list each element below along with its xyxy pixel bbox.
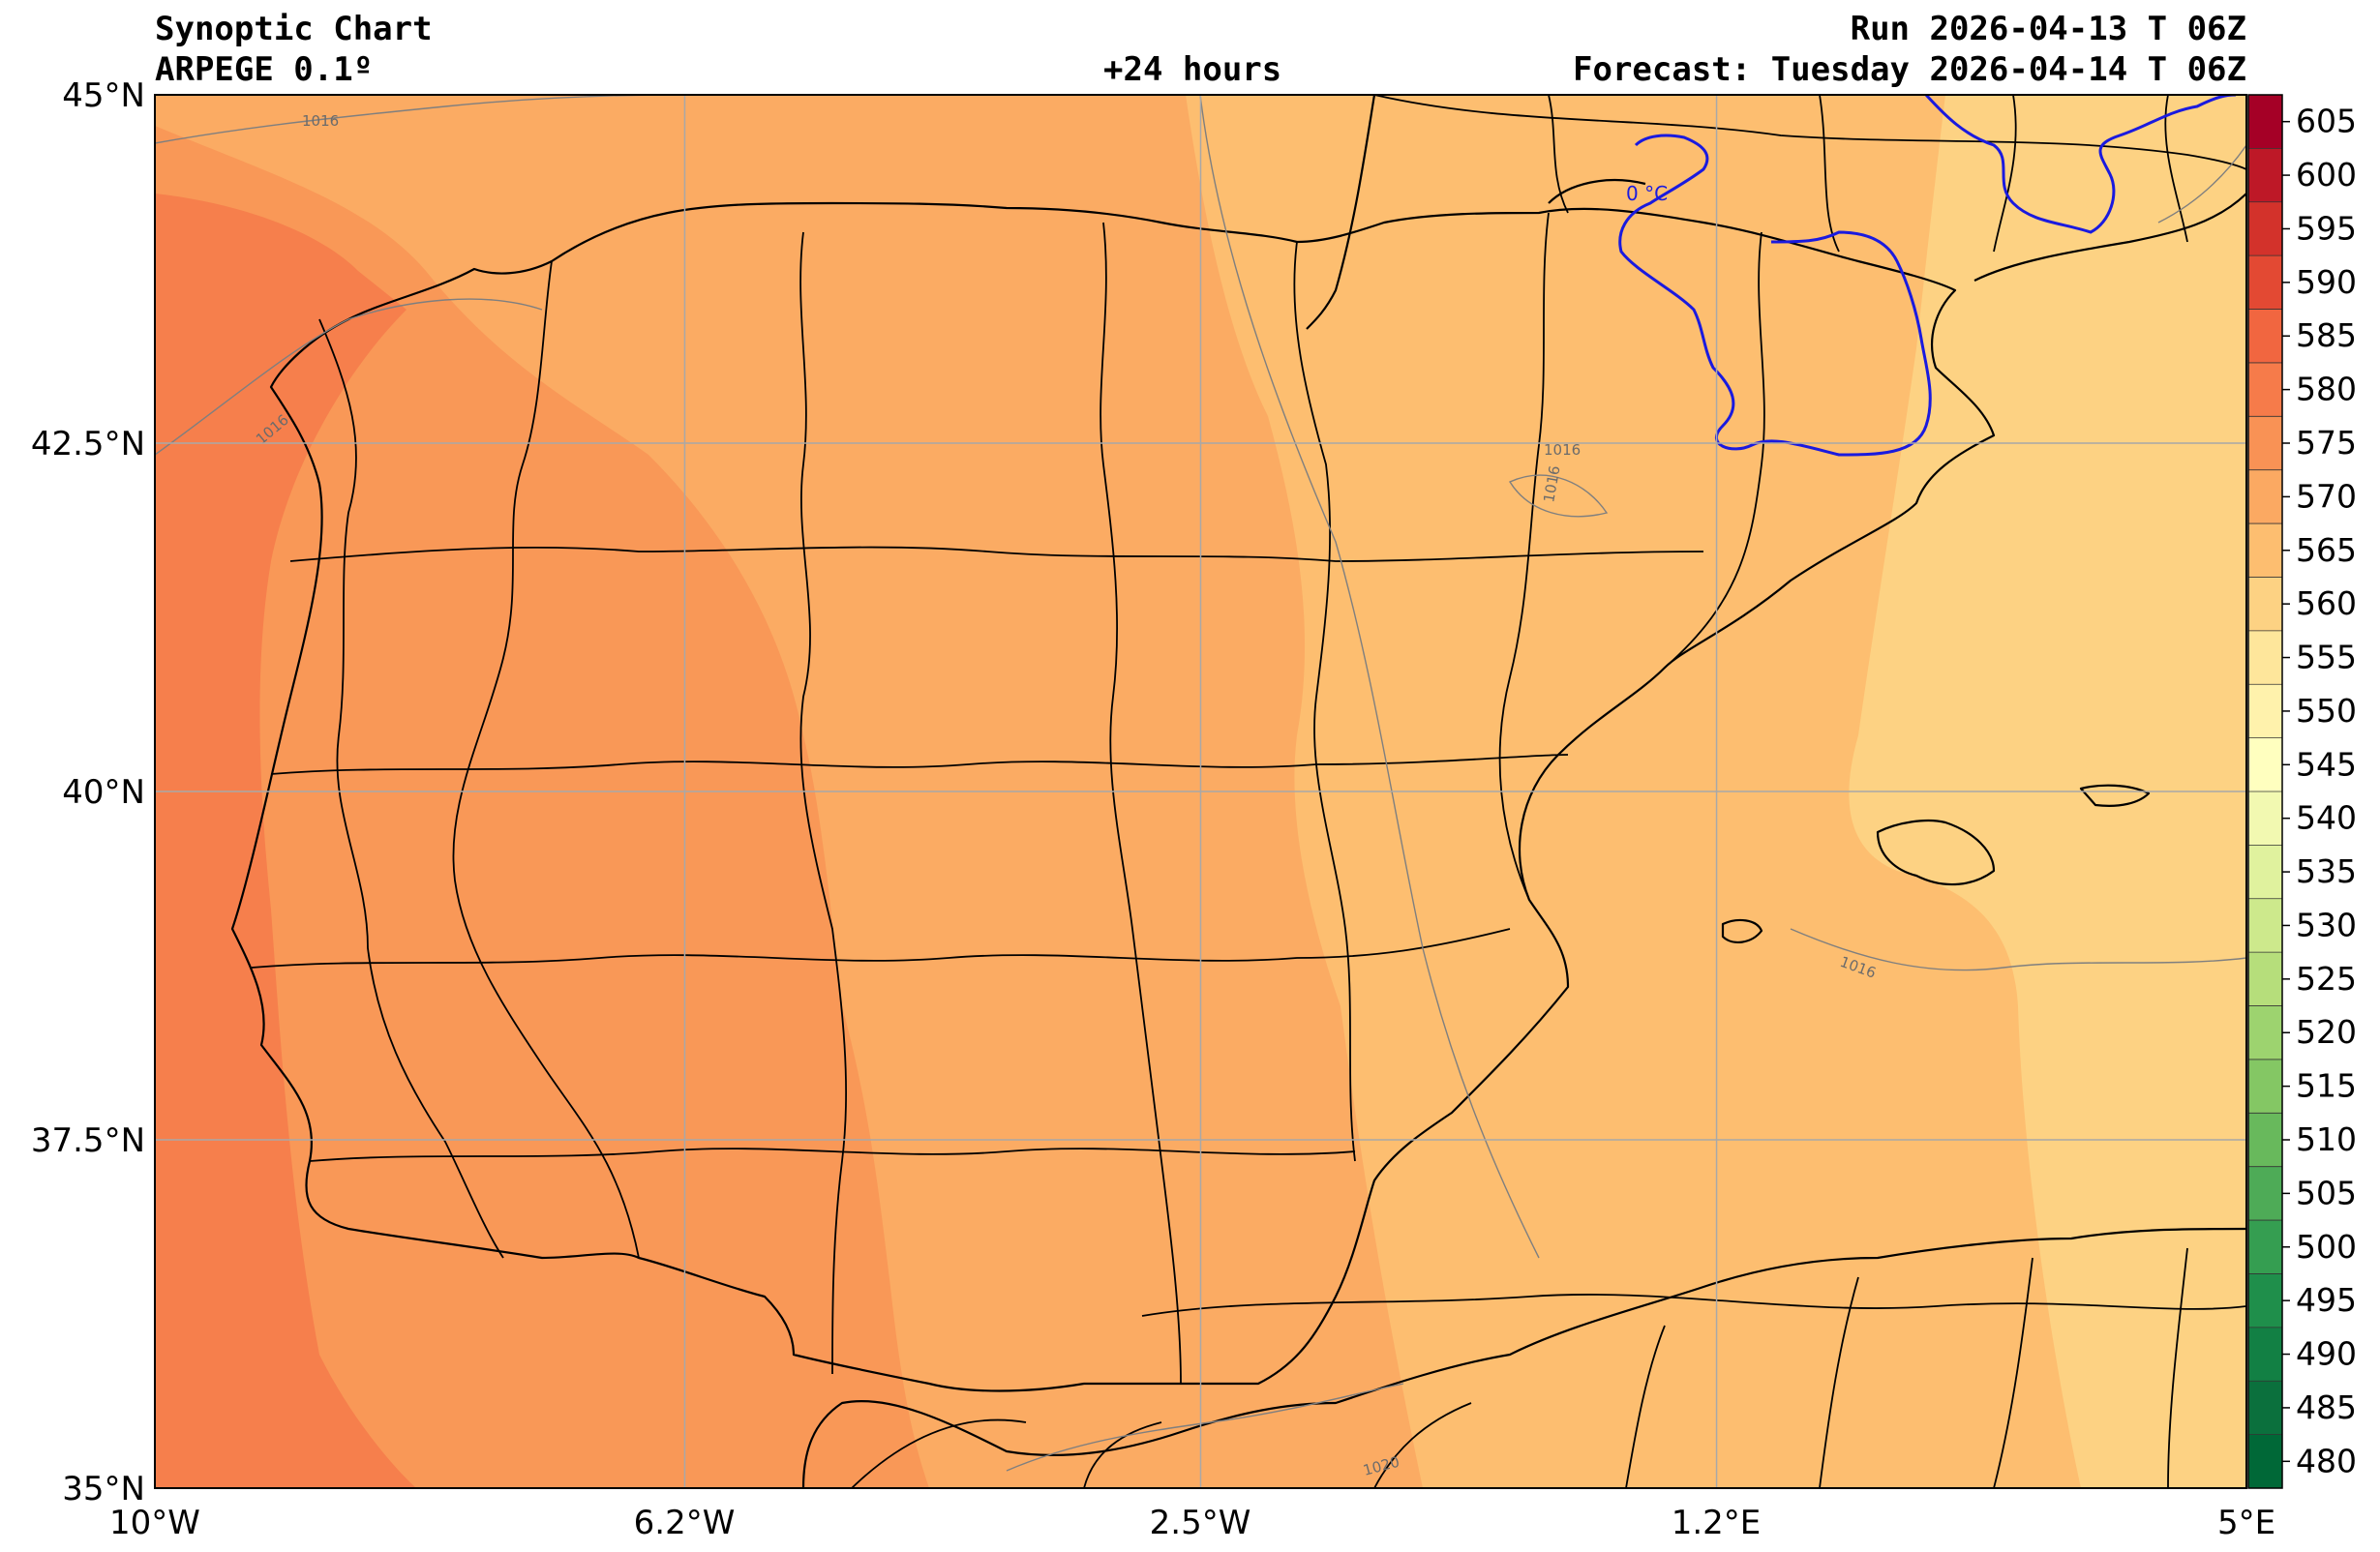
- colorbar-label: 520: [2296, 1013, 2357, 1051]
- island-ibiza: [1721, 918, 1763, 944]
- lon-tick-label: 10°W: [109, 1504, 200, 1542]
- lat-tick-label: 42.5°N: [31, 425, 145, 463]
- colorbar-swatch: [2248, 1381, 2282, 1436]
- lon-tick-label: 1.2°E: [1672, 1504, 1762, 1542]
- lon-tick-labels: 10°W 6.2°W 2.5°W 1.2°E 5°E: [109, 1504, 2275, 1542]
- lat-tick-labels: 35°N 37.5°N 40°N 42.5°N 45°N: [31, 76, 145, 1508]
- colorbar-label: 575: [2296, 424, 2357, 462]
- colorbar-label: 495: [2296, 1281, 2357, 1319]
- colorbar-label: 530: [2296, 906, 2357, 943]
- colorbar-label: 500: [2296, 1228, 2357, 1266]
- map-frame: [154, 94, 2247, 1489]
- isobar-label: 1016: [302, 112, 339, 130]
- colorbar-swatch: [2248, 630, 2282, 685]
- lon-tick-label: 6.2°W: [634, 1504, 736, 1542]
- colorbar-frame: [2247, 94, 2283, 1489]
- lon-tick-label: 5°E: [2217, 1504, 2275, 1542]
- colorbar: 605 600 595 590 585 580 575 570 565 560 555 550 545 5…: [2247, 94, 2357, 1489]
- colorbar-swatch: [2248, 523, 2282, 578]
- colorbar-swatch: [2248, 416, 2282, 471]
- colorbar-swatch: [2248, 952, 2282, 1007]
- colorbar-label: 515: [2296, 1067, 2357, 1105]
- colorbar-swatch: [2248, 684, 2282, 739]
- run-label: Run 2026-04-13 T 06Z: [1850, 10, 2246, 48]
- lat-tick-label: 37.5°N: [31, 1121, 145, 1160]
- colorbar-swatch: [2248, 362, 2282, 417]
- colorbar-swatch: [2248, 845, 2282, 900]
- colorbar-label: 590: [2296, 263, 2357, 301]
- colorbar-label: 580: [2296, 371, 2357, 408]
- colorbar-label: 535: [2296, 852, 2357, 890]
- colorbar-swatch: [2248, 95, 2282, 149]
- colorbar-label: 505: [2296, 1174, 2357, 1211]
- colorbar-swatch: [2248, 1434, 2282, 1489]
- colorbar-label: 540: [2296, 799, 2357, 837]
- colorbar-swatch: [2248, 1220, 2282, 1274]
- colorbar-label: 585: [2296, 316, 2357, 354]
- colorbar-label: 570: [2296, 477, 2357, 515]
- admin-borders: [251, 95, 2246, 1488]
- lat-tick-label: 35°N: [62, 1470, 145, 1508]
- colorbar-label: 550: [2296, 692, 2357, 730]
- colorbar-label: 605: [2296, 103, 2357, 140]
- lat-tick-label: 40°N: [62, 773, 145, 812]
- colorbar-swatch: [2248, 1113, 2282, 1168]
- chart-title: Synoptic Chart: [155, 10, 433, 48]
- colorbar-swatch: [2248, 1059, 2282, 1114]
- colorbar-label: 545: [2296, 745, 2357, 783]
- colorbar-swatch: [2248, 148, 2282, 203]
- colorbar-swatch: [2248, 255, 2282, 311]
- land-borders: [230, 95, 2246, 1488]
- isobar-label: 1016: [1544, 441, 1581, 459]
- colorbar-swatch: [2248, 898, 2282, 953]
- colorbar-label: 565: [2296, 531, 2357, 569]
- colorbar-swatch: [2248, 201, 2282, 256]
- lead-time-label: +24 hours: [1103, 50, 1282, 89]
- colorbar-label: 560: [2296, 584, 2357, 622]
- colorbar-swatch: [2248, 469, 2282, 524]
- colorbar-label: 525: [2296, 960, 2357, 998]
- colorbar-swatch: [2248, 1327, 2282, 1382]
- colorbar-label: 595: [2296, 209, 2357, 247]
- island-mallorca: [1876, 819, 1996, 886]
- colorbar-swatch: [2248, 1166, 2282, 1221]
- colorbar-label: 490: [2296, 1335, 2357, 1373]
- colorbar-swatch: [2248, 791, 2282, 846]
- colorbar-label: 510: [2296, 1120, 2357, 1158]
- colorbar-label: 480: [2296, 1442, 2357, 1479]
- band-575: [155, 194, 416, 1488]
- colorbar-swatch: [2248, 577, 2282, 632]
- colorbar-swatch: [2248, 737, 2282, 792]
- colorbar-label: 600: [2296, 156, 2357, 194]
- iberia-coastline: [230, 201, 1996, 1392]
- lat-tick-label: 45°N: [62, 76, 145, 115]
- france-coastline: [1306, 95, 2246, 330]
- isobars: [155, 95, 2246, 1472]
- colorbar-swatch: [2248, 309, 2282, 364]
- colorbar-label: 555: [2296, 639, 2357, 676]
- freezing-level-label: 0 °C: [1626, 182, 1668, 205]
- colorbar-swatch: [2248, 1273, 2282, 1328]
- colorbar-swatch: [2248, 1005, 2282, 1060]
- lon-tick-label: 2.5°W: [1150, 1504, 1251, 1542]
- island-menorca: [2079, 784, 2151, 807]
- model-label: ARPEGE 0.1º: [155, 50, 374, 89]
- colorbar-label: 485: [2296, 1388, 2357, 1426]
- forecast-label: Forecast: Tuesday 2026-04-14 T 06Z: [1573, 50, 2246, 89]
